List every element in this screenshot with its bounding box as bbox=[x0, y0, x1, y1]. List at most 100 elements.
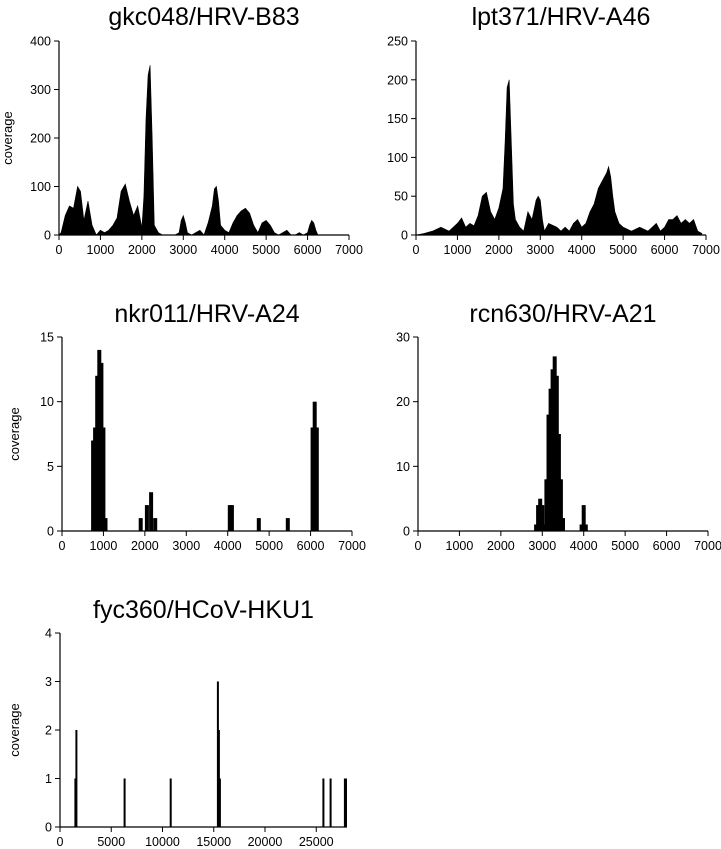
x-tick-label: 25000 bbox=[299, 835, 334, 849]
x-tick-label: 2000 bbox=[485, 243, 513, 257]
x-tick-label: 3000 bbox=[528, 539, 556, 553]
x-tick-label: 1000 bbox=[90, 539, 118, 553]
coverage-bar bbox=[583, 524, 588, 531]
series-coverage bbox=[415, 79, 703, 236]
coverage-bar bbox=[558, 479, 563, 531]
x-tick-label: 5000 bbox=[611, 539, 639, 553]
y-tick-label: 10 bbox=[396, 460, 410, 474]
chart-5: fyc360/HCoV-HKU1 coverage 0 5000 10000 15000 2… bbox=[7, 596, 347, 849]
coverage-bar bbox=[144, 505, 149, 531]
coverage-bar bbox=[322, 778, 325, 827]
y-tick-label: 100 bbox=[387, 151, 408, 165]
coverage-area bbox=[415, 79, 703, 236]
y-tick-label: 0 bbox=[44, 229, 51, 243]
coverage-bar bbox=[227, 505, 232, 531]
chart-3: nkr011/HRV-A24 coverage 0 1000 2000 3000 4000 5… bbox=[7, 300, 366, 553]
y-tick-label: 5 bbox=[47, 460, 54, 474]
x-tick-label: 1000 bbox=[87, 243, 115, 257]
x-tick-label: 0 bbox=[57, 835, 64, 849]
coverage-bar bbox=[579, 524, 584, 531]
coverage-bar bbox=[75, 730, 78, 827]
chart-title: lpt371/HRV-A46 bbox=[472, 3, 651, 31]
x-tick-label: 6000 bbox=[297, 539, 325, 553]
chart-title: nkr011/HRV-A24 bbox=[114, 300, 299, 328]
y-tick-label: 30 bbox=[396, 331, 410, 345]
y-tick-label: 20 bbox=[396, 395, 410, 409]
coverage-bar bbox=[312, 401, 317, 531]
y-tick-label: 150 bbox=[387, 112, 408, 126]
x-tick-label: 5000 bbox=[609, 243, 637, 257]
x-tick-label: 5000 bbox=[97, 835, 125, 849]
coverage-bar bbox=[536, 505, 541, 531]
coverage-bar bbox=[285, 518, 290, 531]
x-tick-label: 0 bbox=[59, 539, 66, 553]
x-tick-label: 0 bbox=[56, 243, 63, 257]
coverage-bar bbox=[138, 518, 143, 531]
y-tick-label: 200 bbox=[30, 132, 51, 146]
y-tick-label: 0 bbox=[403, 525, 410, 539]
y-tick-label: 300 bbox=[30, 83, 51, 97]
x-tick-label: 0 bbox=[413, 243, 420, 257]
x-tick-label: 10000 bbox=[145, 835, 180, 849]
y-axis-label: coverage bbox=[7, 407, 22, 460]
y-tick-label: 4 bbox=[45, 627, 52, 641]
x-tick-label: 3000 bbox=[169, 243, 197, 257]
y-tick-label: 200 bbox=[387, 73, 408, 87]
y-tick-label: 400 bbox=[30, 35, 51, 49]
y-tick-label: 250 bbox=[387, 35, 408, 49]
coverage-bar bbox=[218, 778, 221, 827]
coverage-bar bbox=[169, 778, 172, 827]
x-tick-label: 0 bbox=[415, 539, 422, 553]
coverage-bar bbox=[552, 356, 557, 531]
x-tick-label: 6000 bbox=[651, 243, 679, 257]
coverage-bar bbox=[314, 427, 319, 531]
y-tick-label: 100 bbox=[30, 180, 51, 194]
x-tick-label: 5000 bbox=[252, 243, 280, 257]
y-tick-label: 0 bbox=[47, 525, 54, 539]
x-tick-label: 4000 bbox=[568, 243, 596, 257]
x-tick-label: 3000 bbox=[172, 539, 200, 553]
coverage-bar bbox=[149, 492, 154, 531]
x-tick-label: 7000 bbox=[338, 539, 366, 553]
y-tick-label: 0 bbox=[45, 821, 52, 835]
coverage-bar bbox=[310, 427, 315, 531]
chart-title: fyc360/HCoV-HKU1 bbox=[93, 596, 314, 624]
y-tick-label: 1 bbox=[45, 772, 52, 786]
coverage-bar bbox=[123, 778, 126, 827]
coverage-bar bbox=[101, 427, 106, 531]
coverage-bar bbox=[229, 505, 234, 531]
y-axis-label: coverage bbox=[7, 703, 22, 756]
coverage-bar bbox=[153, 518, 158, 531]
coverage-bar bbox=[256, 518, 261, 531]
coverage-bar bbox=[554, 375, 559, 531]
x-tick-label: 4000 bbox=[211, 243, 239, 257]
coverage-bar bbox=[345, 778, 347, 827]
coverage-bar bbox=[538, 498, 543, 531]
x-tick-label: 4000 bbox=[214, 539, 242, 553]
x-tick-label: 7000 bbox=[692, 243, 720, 257]
x-tick-label: 6000 bbox=[653, 539, 681, 553]
x-tick-label: 3000 bbox=[526, 243, 554, 257]
coverage-bar bbox=[546, 414, 551, 531]
coverage-bar bbox=[93, 427, 98, 531]
x-tick-label: 2000 bbox=[131, 539, 159, 553]
coverage-bar bbox=[550, 369, 555, 531]
coverage-bar bbox=[561, 518, 565, 531]
x-tick-label: 1000 bbox=[444, 243, 472, 257]
x-tick-label: 20000 bbox=[248, 835, 283, 849]
coverage-bar bbox=[329, 778, 332, 827]
coverage-bar bbox=[95, 375, 100, 531]
y-tick-label: 15 bbox=[40, 331, 54, 345]
chart-title: gkc048/HRV-B83 bbox=[108, 3, 299, 31]
y-tick-label: 2 bbox=[45, 724, 52, 738]
series-coverage bbox=[534, 356, 588, 531]
y-axis-label: coverage bbox=[0, 111, 15, 164]
x-tick-label: 7000 bbox=[335, 243, 363, 257]
chart-4: rcn630/HRV-A21 0 1000 2000 3000 4000 5000 6000 7… bbox=[396, 300, 721, 553]
x-tick-label: 7000 bbox=[694, 539, 721, 553]
x-tick-label: 4000 bbox=[570, 539, 598, 553]
y-tick-label: 0 bbox=[401, 229, 408, 243]
